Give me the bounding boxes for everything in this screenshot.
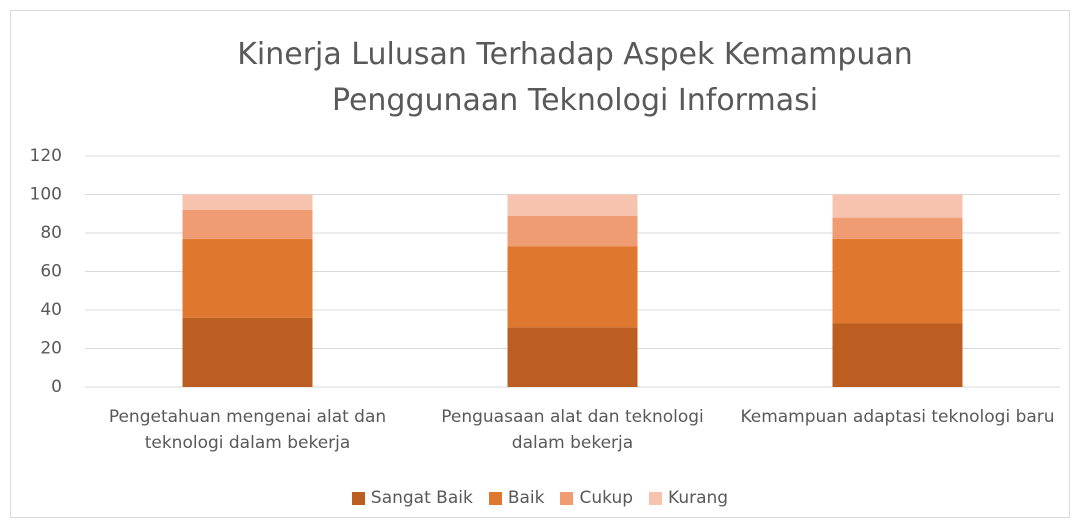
bar-segment bbox=[507, 246, 638, 328]
y-tick-label: 60 bbox=[40, 262, 62, 282]
y-tick-label: 120 bbox=[30, 146, 62, 166]
legend-swatch bbox=[649, 491, 663, 505]
bar-segment bbox=[832, 217, 963, 239]
legend: Sangat Baik Baik Cukup Kurang bbox=[0, 488, 1080, 508]
y-tick-label: 80 bbox=[40, 223, 62, 243]
bar-segment bbox=[182, 317, 313, 387]
bar-segment bbox=[507, 194, 638, 216]
bar-segment bbox=[832, 194, 963, 218]
bar-segment bbox=[182, 209, 313, 239]
bar-segment bbox=[507, 215, 638, 247]
legend-item: Cukup bbox=[560, 488, 633, 508]
x-tick-label: Penguasaan alat dan teknologi dalam beke… bbox=[441, 407, 704, 453]
legend-item: Kurang bbox=[649, 488, 728, 508]
y-tick-label: 0 bbox=[51, 377, 62, 397]
y-tick-label: 40 bbox=[40, 300, 62, 320]
legend-label: Baik bbox=[507, 488, 545, 508]
legend-label: Sangat Baik bbox=[370, 488, 473, 508]
bar-segment bbox=[832, 238, 963, 324]
bar-segment bbox=[507, 327, 638, 387]
chart-title: Kinerja Lulusan Terhadap Aspek Kemampuan… bbox=[237, 37, 913, 118]
legend-item: Baik bbox=[488, 488, 545, 508]
legend-swatch bbox=[351, 491, 365, 505]
y-tick-label: 100 bbox=[30, 185, 62, 205]
legend-item: Sangat Baik bbox=[351, 488, 473, 508]
x-tick-label: Kemampuan adaptasi teknologi baru bbox=[740, 407, 1055, 427]
legend-label: Cukup bbox=[579, 488, 634, 508]
bar-segment bbox=[832, 323, 963, 387]
y-tick-label: 20 bbox=[40, 339, 62, 359]
x-tick-label: Pengetahuan mengenai alat dan teknologi … bbox=[108, 407, 387, 453]
chart-frame bbox=[10, 10, 1070, 518]
bar-segment bbox=[182, 238, 313, 318]
bar-segment bbox=[182, 194, 313, 210]
legend-label: Kurang bbox=[668, 488, 729, 508]
legend-swatch bbox=[560, 491, 574, 505]
legend-swatch bbox=[488, 491, 502, 505]
